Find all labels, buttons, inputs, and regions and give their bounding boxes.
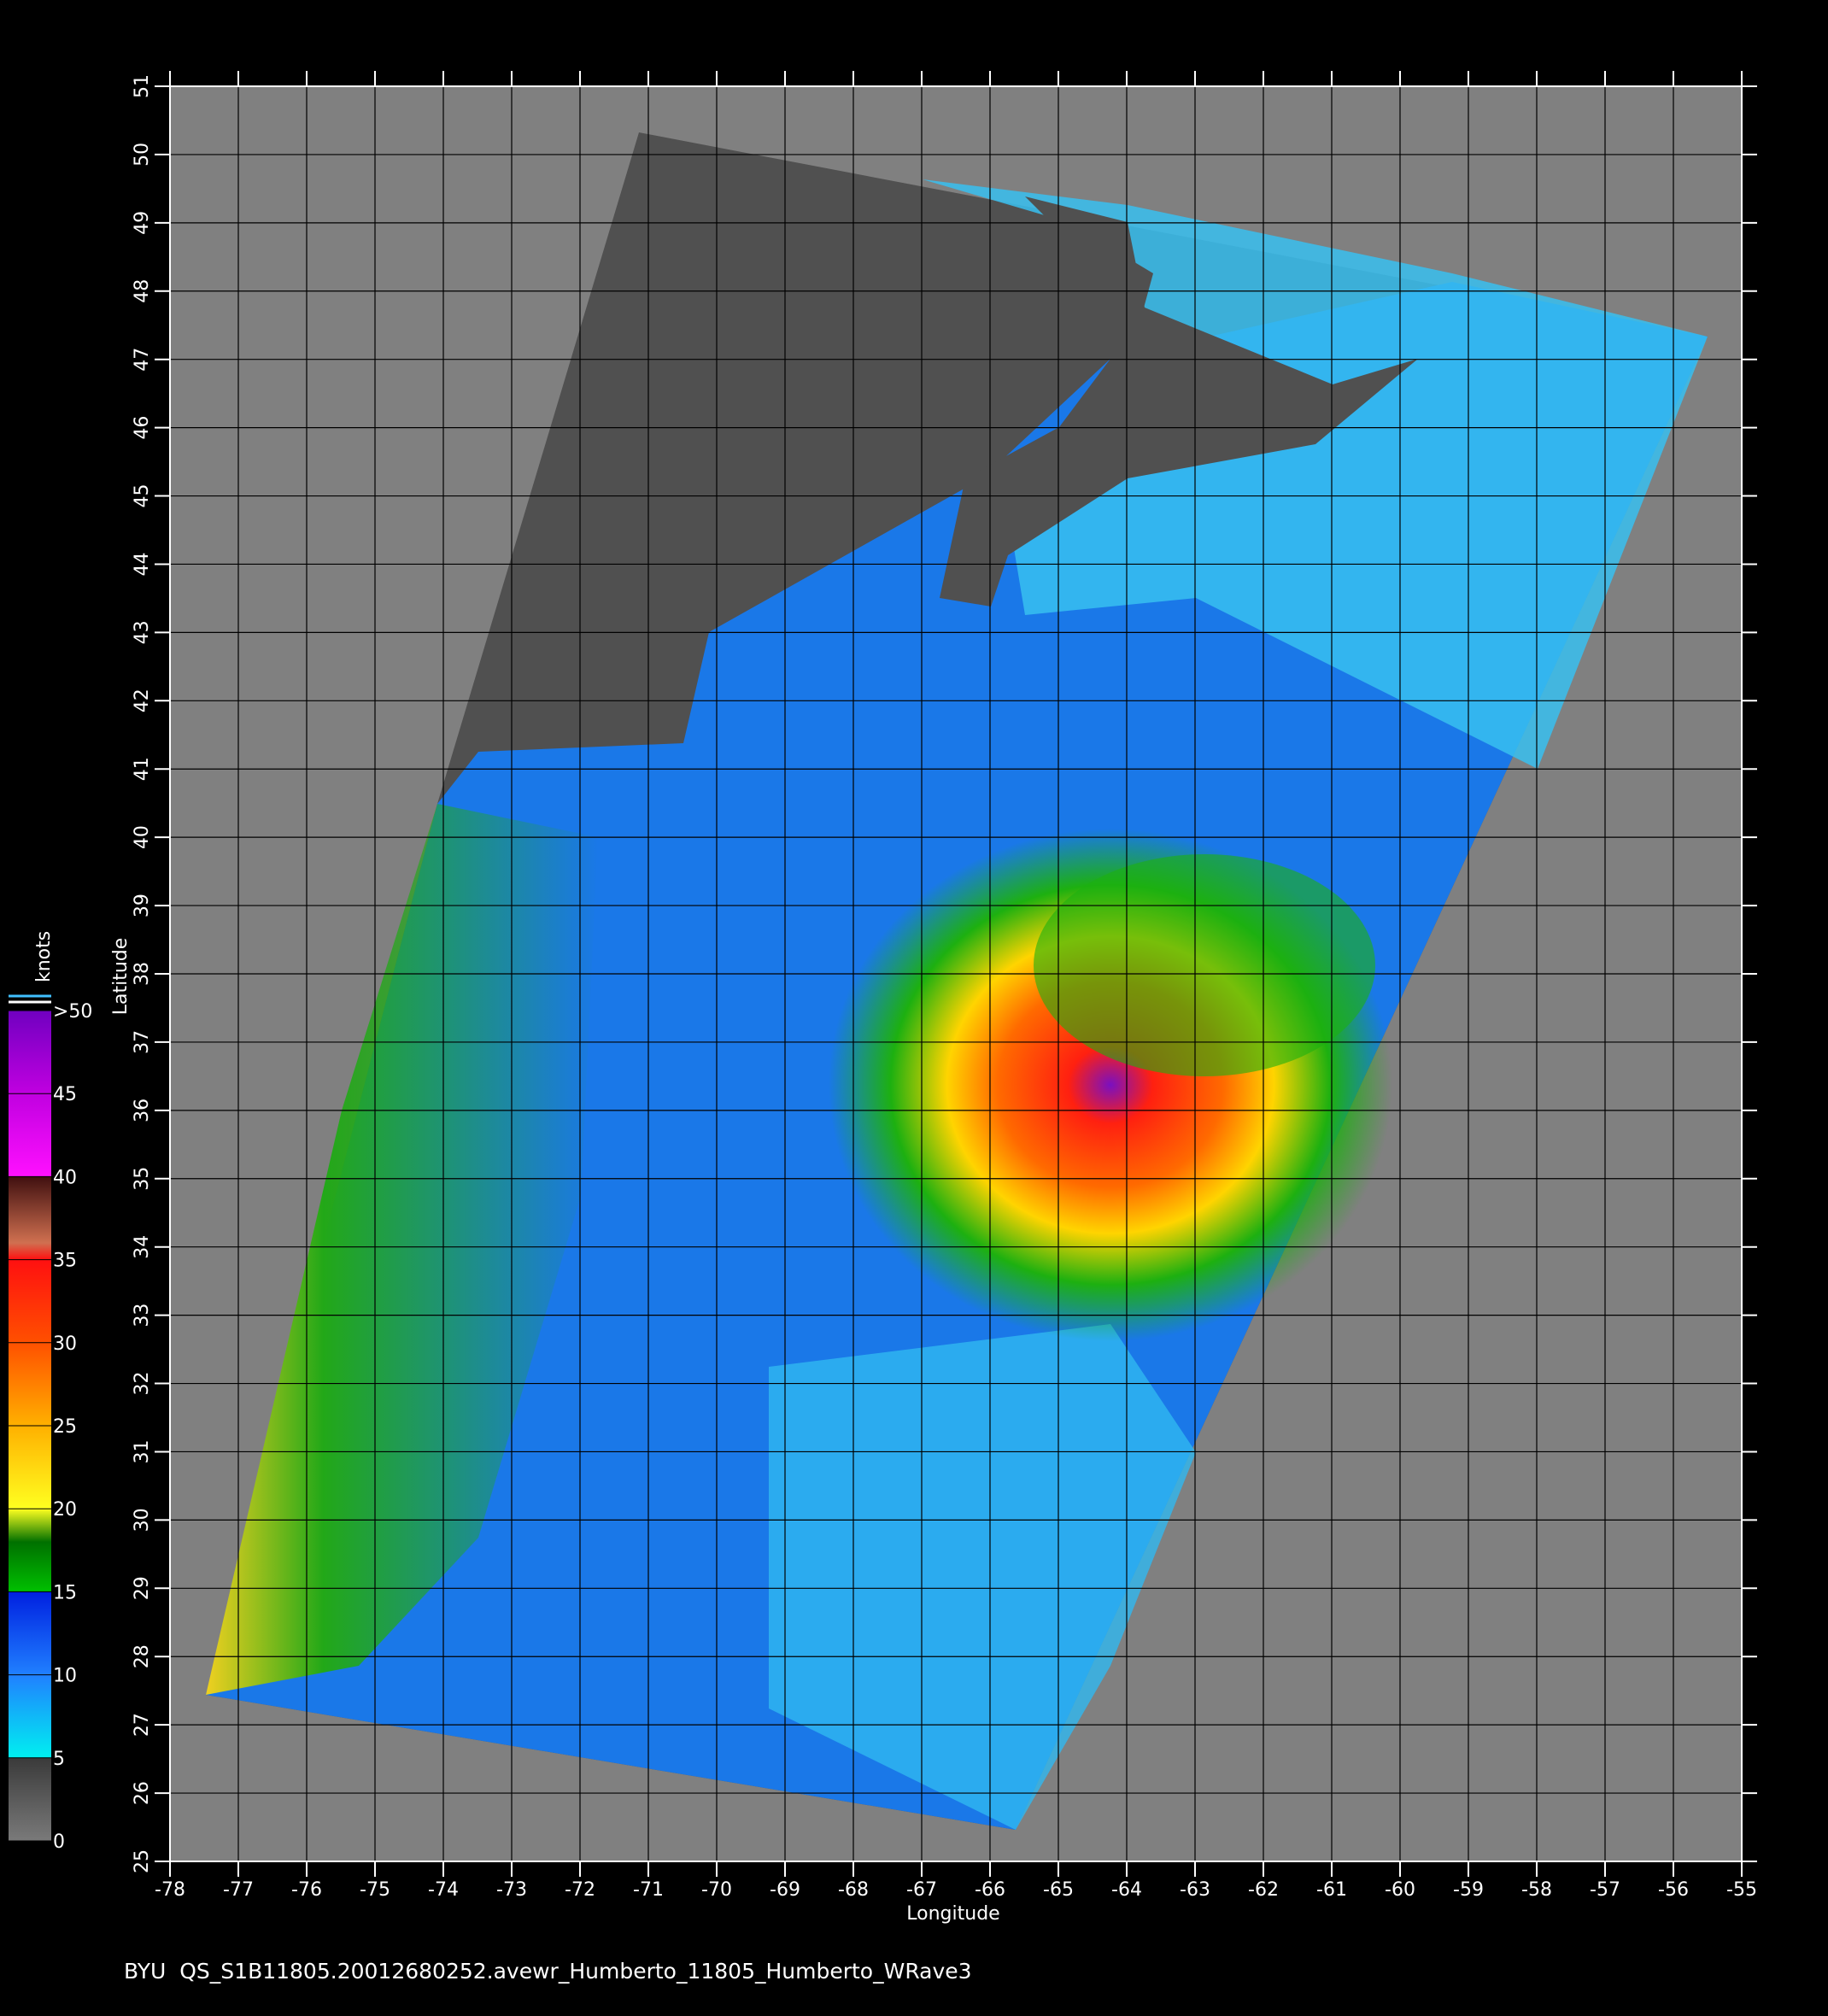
- y-tick-label: 43: [132, 620, 153, 644]
- y-tick-label: 40: [132, 825, 153, 849]
- colorbar-tick-label: >50: [53, 1001, 92, 1023]
- colorbar-tick-label: 40: [53, 1167, 77, 1188]
- map-plot: [169, 85, 1743, 1862]
- y-tick-label: 34: [132, 1235, 153, 1259]
- x-tick-label: -56: [1658, 1879, 1689, 1901]
- x-tick-label: -73: [496, 1879, 527, 1901]
- y-tick-label: 36: [132, 1099, 153, 1122]
- x-tick-label: -62: [1248, 1879, 1279, 1901]
- y-tick-label: 38: [132, 962, 153, 986]
- y-axis-label: Latitude: [110, 938, 132, 1016]
- x-tick-label: -72: [565, 1879, 595, 1901]
- y-tick-label: 30: [132, 1508, 153, 1532]
- y-tick-label: 39: [132, 894, 153, 917]
- y-tick-label: 26: [132, 1781, 153, 1805]
- x-tick-label: -61: [1316, 1879, 1347, 1901]
- west-band: [206, 804, 598, 1695]
- colorbar-tick-label: 20: [53, 1499, 77, 1521]
- y-tick-label: 35: [132, 1167, 153, 1191]
- y-tick-label: 37: [132, 1030, 153, 1054]
- y-tick-label: 45: [132, 484, 153, 508]
- x-tick-label: -78: [155, 1879, 185, 1901]
- x-tick-label: -69: [770, 1879, 800, 1901]
- y-tick-label: 31: [132, 1439, 153, 1463]
- x-tick-label: -70: [701, 1879, 732, 1901]
- y-tick-label: 27: [132, 1713, 153, 1737]
- x-tick-label: -63: [1180, 1879, 1210, 1901]
- colorbar-tick-label: 25: [53, 1416, 77, 1438]
- y-tick-label: 47: [132, 348, 153, 372]
- land: [940, 196, 1418, 607]
- colorbar-tick-label: 35: [53, 1251, 77, 1272]
- x-tick-label: -67: [906, 1879, 937, 1901]
- colorbar-tick-label: 10: [53, 1666, 77, 1687]
- y-tick-label: 33: [132, 1304, 153, 1327]
- x-tick-label: -68: [838, 1879, 869, 1901]
- y-tick-label: 41: [132, 757, 153, 781]
- footer: BYU QS_S1B11805.20012680252.avewr_Humber…: [124, 1959, 972, 1984]
- y-tick-label: 46: [132, 416, 153, 440]
- y-tick-label: 25: [132, 1849, 153, 1873]
- x-tick-label: -59: [1453, 1879, 1484, 1901]
- colorbar-title: knots: [33, 931, 55, 982]
- y-tick-label: 28: [132, 1644, 153, 1668]
- x-tick-label: -71: [633, 1879, 664, 1901]
- x-tick-label: -76: [291, 1879, 322, 1901]
- storm-band: [1034, 854, 1375, 1076]
- x-tick-label: -58: [1521, 1879, 1552, 1901]
- y-tick-label: 49: [132, 211, 153, 235]
- x-tick-label: -74: [428, 1879, 459, 1901]
- x-tick-label: -75: [360, 1879, 390, 1901]
- y-tick-label: 50: [132, 143, 153, 167]
- x-tick-label: -55: [1726, 1879, 1757, 1901]
- x-tick-label: -57: [1590, 1879, 1620, 1901]
- colorbar-tick-label: 5: [53, 1749, 65, 1770]
- y-tick-label: 32: [132, 1372, 153, 1396]
- light-wind: [923, 179, 1708, 769]
- y-tick-label: 51: [132, 74, 153, 98]
- x-tick-label: -64: [1111, 1879, 1142, 1901]
- x-tick-label: -65: [1043, 1879, 1074, 1901]
- y-tick-label: 29: [132, 1576, 153, 1600]
- colorbar-tick-label: 15: [53, 1582, 77, 1603]
- x-axis-label: Longitude: [906, 1903, 999, 1925]
- y-tick-label: 48: [132, 279, 153, 303]
- light-wind-south: [769, 1324, 1196, 1830]
- colorbar-tick-label: 45: [53, 1084, 77, 1105]
- y-tick-label: 44: [132, 552, 153, 576]
- x-tick-label: -77: [223, 1879, 254, 1901]
- y-tick-label: 42: [132, 689, 153, 712]
- x-tick-label: -66: [975, 1879, 1005, 1901]
- colorbar-tick-label: 30: [53, 1333, 77, 1355]
- colorbar-tick-label: 0: [53, 1831, 65, 1853]
- x-tick-label: -60: [1385, 1879, 1415, 1901]
